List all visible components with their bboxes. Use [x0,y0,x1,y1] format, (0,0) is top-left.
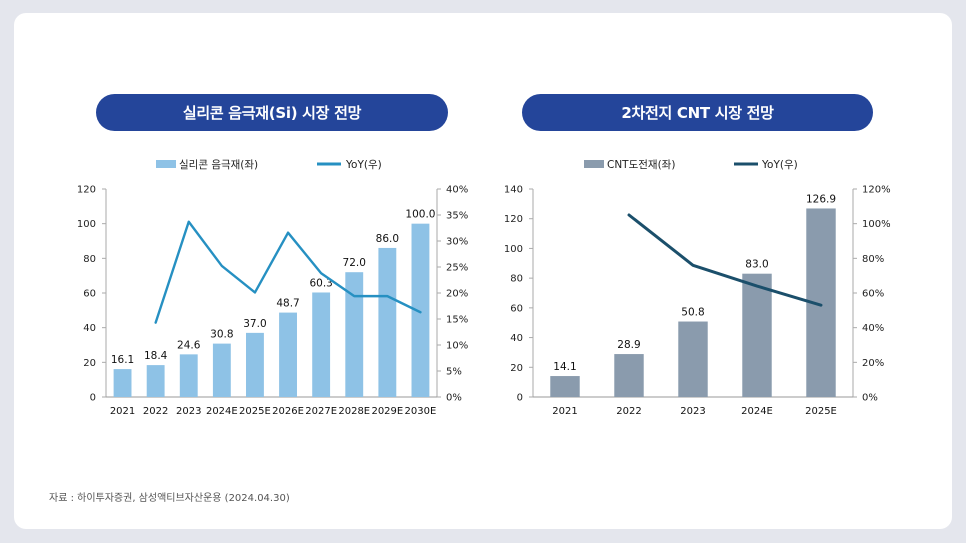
c2-x-tick-label: 2025E [805,406,837,417]
c1-y-right-tick-label: 5% [446,367,462,378]
c1-y-right-tick-label: 40% [446,185,468,196]
c2-y-left-tick-label: 20 [510,363,523,374]
c2-y-right-tick-label: 0% [862,393,878,404]
c1-x-tick-label: 2028E [338,406,370,417]
c2-y-right-tick-label: 120% [862,185,891,196]
c1-x-tick-label: 2029E [371,406,403,417]
c1-y-left-tick-label: 60 [83,289,96,300]
c2-bar-value-label: 83.0 [745,259,768,271]
c2-legend-bar-swatch [584,160,604,168]
c1-legend-label: 실리콘 음극재(좌) [179,159,258,171]
c2-y-left-tick-label: 80 [510,274,523,285]
c2-y-left-tick-label: 120 [504,214,523,225]
c1-y-left-tick-label: 20 [83,358,96,369]
c1-y-right-tick-label: 15% [446,315,468,326]
c1-legend-bar-swatch [156,160,176,168]
c2-y-right-tick-label: 100% [862,219,891,230]
c2-y-left-tick-label: 0 [517,393,523,404]
c2-y-left-tick-label: 140 [504,185,523,196]
c2-bar [614,354,644,397]
c1-bar-value-label: 48.7 [276,298,299,310]
right-chart-title: 2차전지 CNT 시장 전망 [522,94,873,131]
c1-y-left-tick-label: 40 [83,323,96,334]
c1-bar-value-label: 37.0 [243,318,266,330]
c1-bar-value-label: 86.0 [376,233,399,245]
c1-yoy-line [154,220,422,324]
c1-x-tick-label: 2023 [176,406,201,417]
c1-x-tick-label: 2027E [305,406,337,417]
c1-bar-value-label: 30.8 [210,329,233,341]
c1-legend-label: YoY(우) [345,159,382,171]
c2-yoy-line [627,213,823,307]
c1-y-left-tick-label: 80 [83,254,96,265]
c1-bar [146,365,165,397]
c2-legend-label: YoY(우) [761,159,798,171]
c1-y-right-tick-label: 35% [446,211,468,222]
c1-x-tick-label: 2021 [110,406,135,417]
c1-y-right-tick-label: 20% [446,289,468,300]
c1-bar-value-label: 100.0 [405,209,435,221]
c1-bar [113,369,132,397]
left-chart-title: 실리콘 음극재(Si) 시장 전망 [96,94,448,131]
c1-y-right-tick-label: 10% [446,341,468,352]
c1-bar [312,292,331,397]
c2-bar-value-label: 126.9 [806,193,836,205]
c1-bar [411,223,430,397]
c2-bar-value-label: 28.9 [617,339,640,351]
c1-x-tick-label: 2024E [206,406,238,417]
c1-bar-value-label: 60.3 [309,277,332,289]
c2-bar [550,376,580,397]
c1-y-left-tick-label: 120 [77,185,96,196]
c2-x-tick-label: 2021 [552,406,577,417]
c2-bar-value-label: 14.1 [553,361,576,373]
c1-bar [179,354,198,397]
c2-y-left-tick-label: 60 [510,303,523,314]
c2-bar [678,321,708,397]
c1-x-tick-label: 2025E [239,406,271,417]
c1-y-left-tick-label: 100 [77,219,96,230]
c1-bar-value-label: 24.6 [177,339,201,351]
c2-y-right-tick-label: 80% [862,254,884,265]
c2-legend-label: CNT도전재(좌) [607,159,675,171]
c1-bar [345,272,364,397]
c1-bar [246,332,264,397]
c1-bar-value-label: 16.1 [111,354,134,366]
c1-y-right-tick-label: 30% [446,237,468,248]
c2-y-left-tick-label: 100 [504,244,523,255]
c2-y-right-tick-label: 40% [862,323,884,334]
c2-y-right-tick-label: 60% [862,289,884,300]
c2-y-left-tick-label: 40 [510,333,523,344]
c2-x-tick-label: 2023 [680,406,705,417]
c1-x-tick-label: 2022 [143,406,168,417]
source-note: 자료 : 하이투자증권, 삼성액티브자산운용 (2024.04.30) [49,493,290,504]
c2-bar-value-label: 50.8 [681,307,704,319]
c1-bar [279,312,297,397]
c1-x-tick-label: 2026E [272,406,304,417]
c2-x-tick-label: 2022 [616,406,641,417]
c2-y-right-tick-label: 20% [862,358,884,369]
c2-bar [742,273,772,397]
c1-y-left-tick-label: 0 [90,393,96,404]
c1-x-tick-label: 2030E [405,406,437,417]
c2-x-tick-label: 2024E [741,406,773,417]
c1-bar-value-label: 72.0 [343,257,366,269]
c1-bar [378,247,397,397]
c1-y-right-tick-label: 25% [446,263,468,274]
c1-y-right-tick-label: 0% [446,393,462,404]
c1-bar-value-label: 18.4 [144,350,168,362]
c1-bar [212,343,231,397]
